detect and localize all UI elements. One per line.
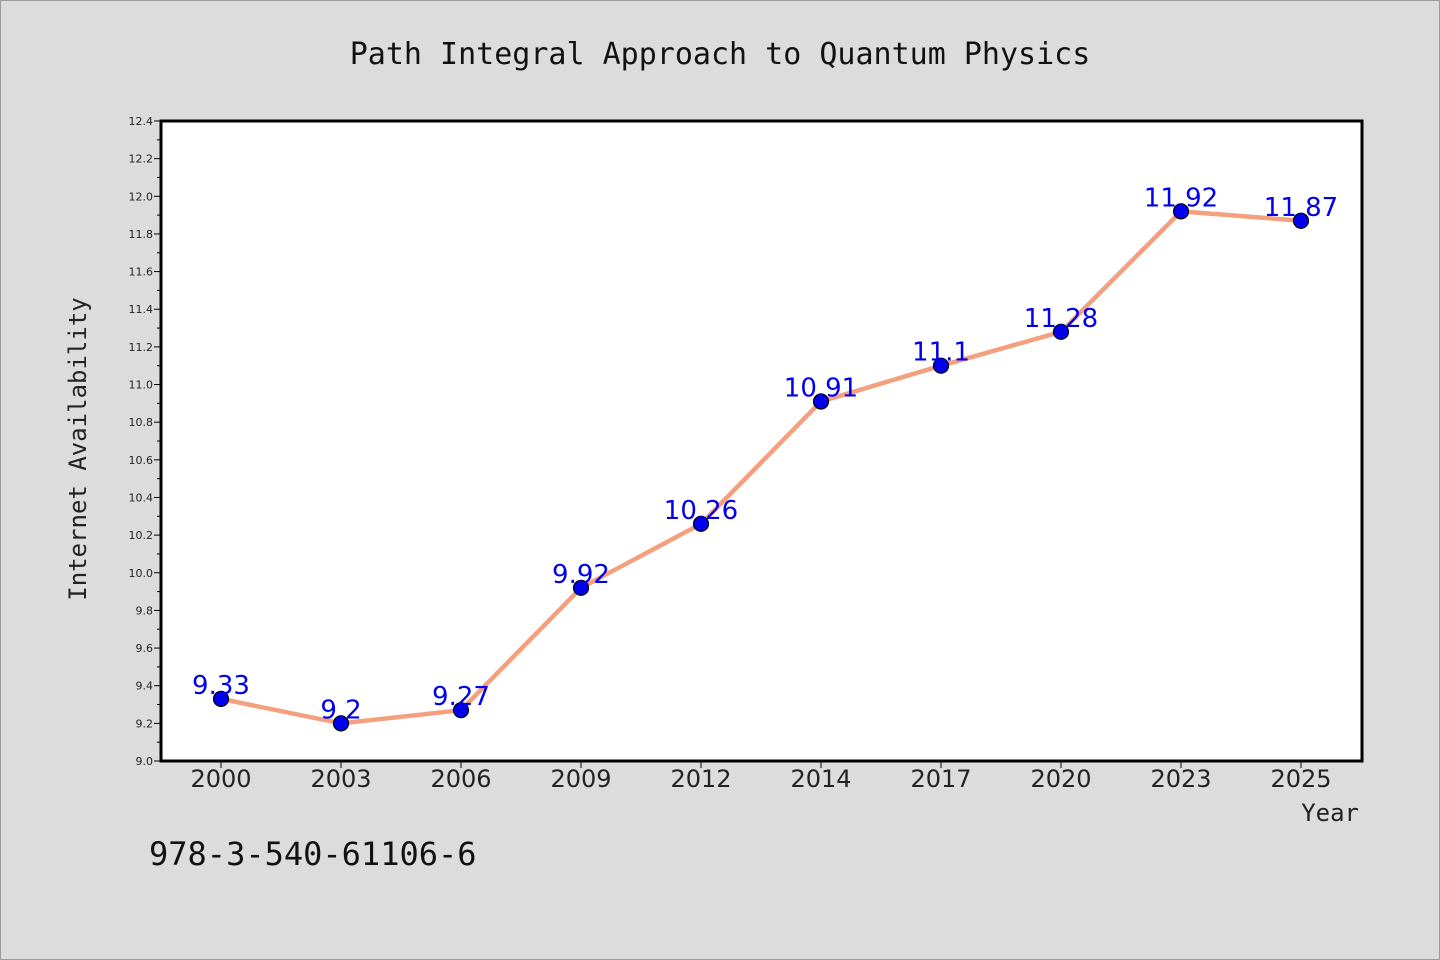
x-tick-label: 2012: [670, 765, 731, 793]
x-axis: 2000 2003 2006 2009 2012 2014 2017 2020 2023 2025: [190, 761, 1332, 793]
data-point: [1292, 212, 1310, 229]
series-layer: [212, 203, 1310, 732]
y-tick-label: 9.8: [136, 604, 154, 617]
y-tick-label: 12.0: [129, 190, 154, 203]
y-tick-label: 12.2: [129, 153, 154, 166]
y-tick-label: 12.4: [129, 115, 154, 128]
data-label: 10.91: [784, 373, 858, 403]
y-tick-label: 11.8: [129, 228, 154, 241]
data-point: [572, 579, 590, 596]
y-tick-label: 10.8: [129, 416, 154, 429]
data-point: [932, 357, 950, 374]
y-axis: 9.0 9.2 9.4 9.6 9.8 10.0 10.2 10.4 10.6 10.8 11.0 1…: [129, 115, 161, 768]
data-label: 11.28: [1024, 304, 1098, 334]
x-tick-label: 2003: [310, 765, 371, 793]
x-tick-label: 2009: [550, 765, 611, 793]
y-tick-label: 9.0: [136, 755, 154, 768]
x-tick-label: 2006: [430, 765, 491, 793]
data-label: 9.27: [432, 682, 490, 712]
data-label: 9.33: [192, 671, 250, 701]
data-label: 11.1: [912, 338, 970, 368]
data-point: [812, 393, 830, 410]
x-tick-label: 2023: [1150, 765, 1211, 793]
data-point: [332, 715, 350, 732]
y-tick-label: 11.6: [129, 266, 154, 279]
y-tick-label: 11.2: [129, 341, 154, 354]
data-label: 9.2: [320, 695, 361, 725]
data-label: 11.87: [1264, 193, 1338, 223]
y-tick-label: 10.4: [129, 491, 154, 504]
x-tick-label: 2014: [790, 765, 851, 793]
x-tick-label: 2000: [190, 765, 251, 793]
y-tick-label: 10.0: [129, 567, 154, 580]
data-point: [452, 702, 470, 719]
y-tick-label: 9.6: [136, 642, 154, 655]
y-tick-label: 9.4: [136, 680, 154, 693]
x-tick-label: 2017: [910, 765, 971, 793]
x-axis-label: Year: [1301, 799, 1359, 827]
y-tick-label: 9.2: [136, 717, 154, 730]
series-line: [218, 209, 1304, 726]
data-point: [1172, 203, 1190, 220]
y-tick-label: 10.6: [129, 454, 154, 467]
data-label: 11.92: [1144, 183, 1218, 213]
y-tick-label: 11.4: [129, 303, 154, 316]
data-point: [212, 690, 230, 707]
data-labels: 9.33 9.2 9.27 9.92 10.26 10.91 11.1 11.28 11.92 1…: [192, 183, 1338, 725]
y-axis-label: Internet Availability: [64, 297, 92, 600]
data-point: [1052, 323, 1070, 340]
data-point: [692, 515, 710, 532]
data-label: 10.26: [664, 496, 738, 526]
y-tick-label: 10.2: [129, 529, 154, 542]
data-label: 9.92: [552, 560, 610, 590]
isbn-text: 978-3-540-61106-6: [149, 835, 477, 873]
y-tick-label: 11.0: [129, 379, 154, 392]
x-tick-label: 2025: [1270, 765, 1331, 793]
chart-title: Path Integral Approach to Quantum Physic…: [350, 37, 1091, 72]
x-tick-label: 2020: [1030, 765, 1091, 793]
